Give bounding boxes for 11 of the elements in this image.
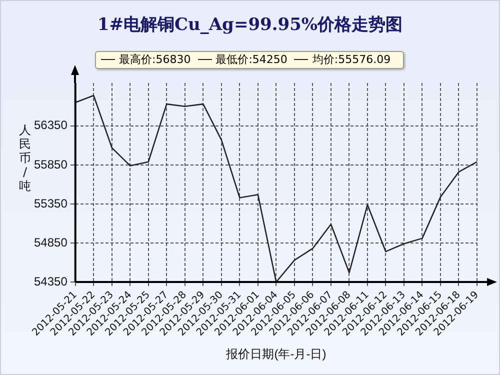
y-tick-label: 56350 <box>34 118 68 132</box>
y-tick-label: 54350 <box>34 274 68 288</box>
y-tick-label: 55850 <box>34 157 68 172</box>
y-axis-title: 人民币/吨 <box>18 123 32 193</box>
y-tick-label: 55350 <box>34 196 68 210</box>
chart-title: 1#电解铜Cu_Ag=99.95%价格走势图 <box>96 14 404 36</box>
text: 最低价:54250 <box>216 53 288 66</box>
text: 最高价:56830 <box>119 53 191 66</box>
text: 均价:55576.09 <box>312 53 391 66</box>
x-axis-title: 报价日期(年-月-日) <box>225 347 326 362</box>
y-tick-label: 54850 <box>34 235 68 250</box>
